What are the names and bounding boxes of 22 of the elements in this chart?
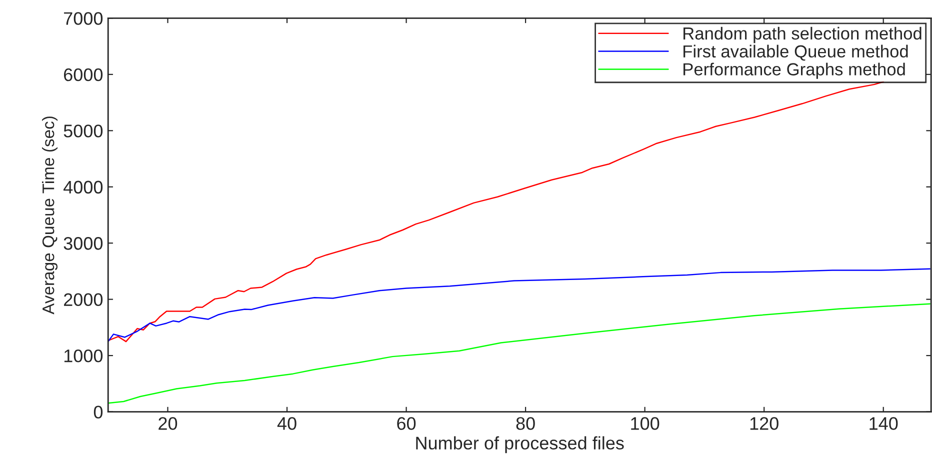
line-series [108, 303, 930, 404]
y-tick-label: 1000 [64, 349, 103, 362]
y-tick-label: 0 [94, 406, 103, 418]
x-tick-label: 20 [158, 417, 178, 430]
y-tick-label: 2000 [64, 293, 103, 306]
y-tick-label: 7000 [64, 12, 103, 25]
line-series [108, 268, 930, 342]
x-tick-label: 60 [397, 417, 416, 430]
legend-label: Random path selection method [684, 26, 922, 44]
legend-label: First available Queue method [684, 44, 908, 61]
y-tick-label: 4000 [64, 180, 103, 194]
y-axis-title: Average Queue Time (sec) [42, 116, 58, 314]
x-tick-label: 100 [631, 417, 660, 430]
x-tick-label: 40 [277, 417, 296, 430]
y-tick-label: 3000 [64, 237, 103, 250]
x-axis-title: Number of processed files [416, 436, 624, 454]
y-tick-label: 6000 [64, 68, 103, 82]
x-tick-label: 140 [870, 417, 898, 430]
legend-label: Performance Graphs method [684, 62, 905, 79]
x-tick-label: 80 [516, 417, 535, 430]
x-tick-label: 120 [750, 417, 778, 430]
y-tick-label: 5000 [64, 124, 103, 138]
